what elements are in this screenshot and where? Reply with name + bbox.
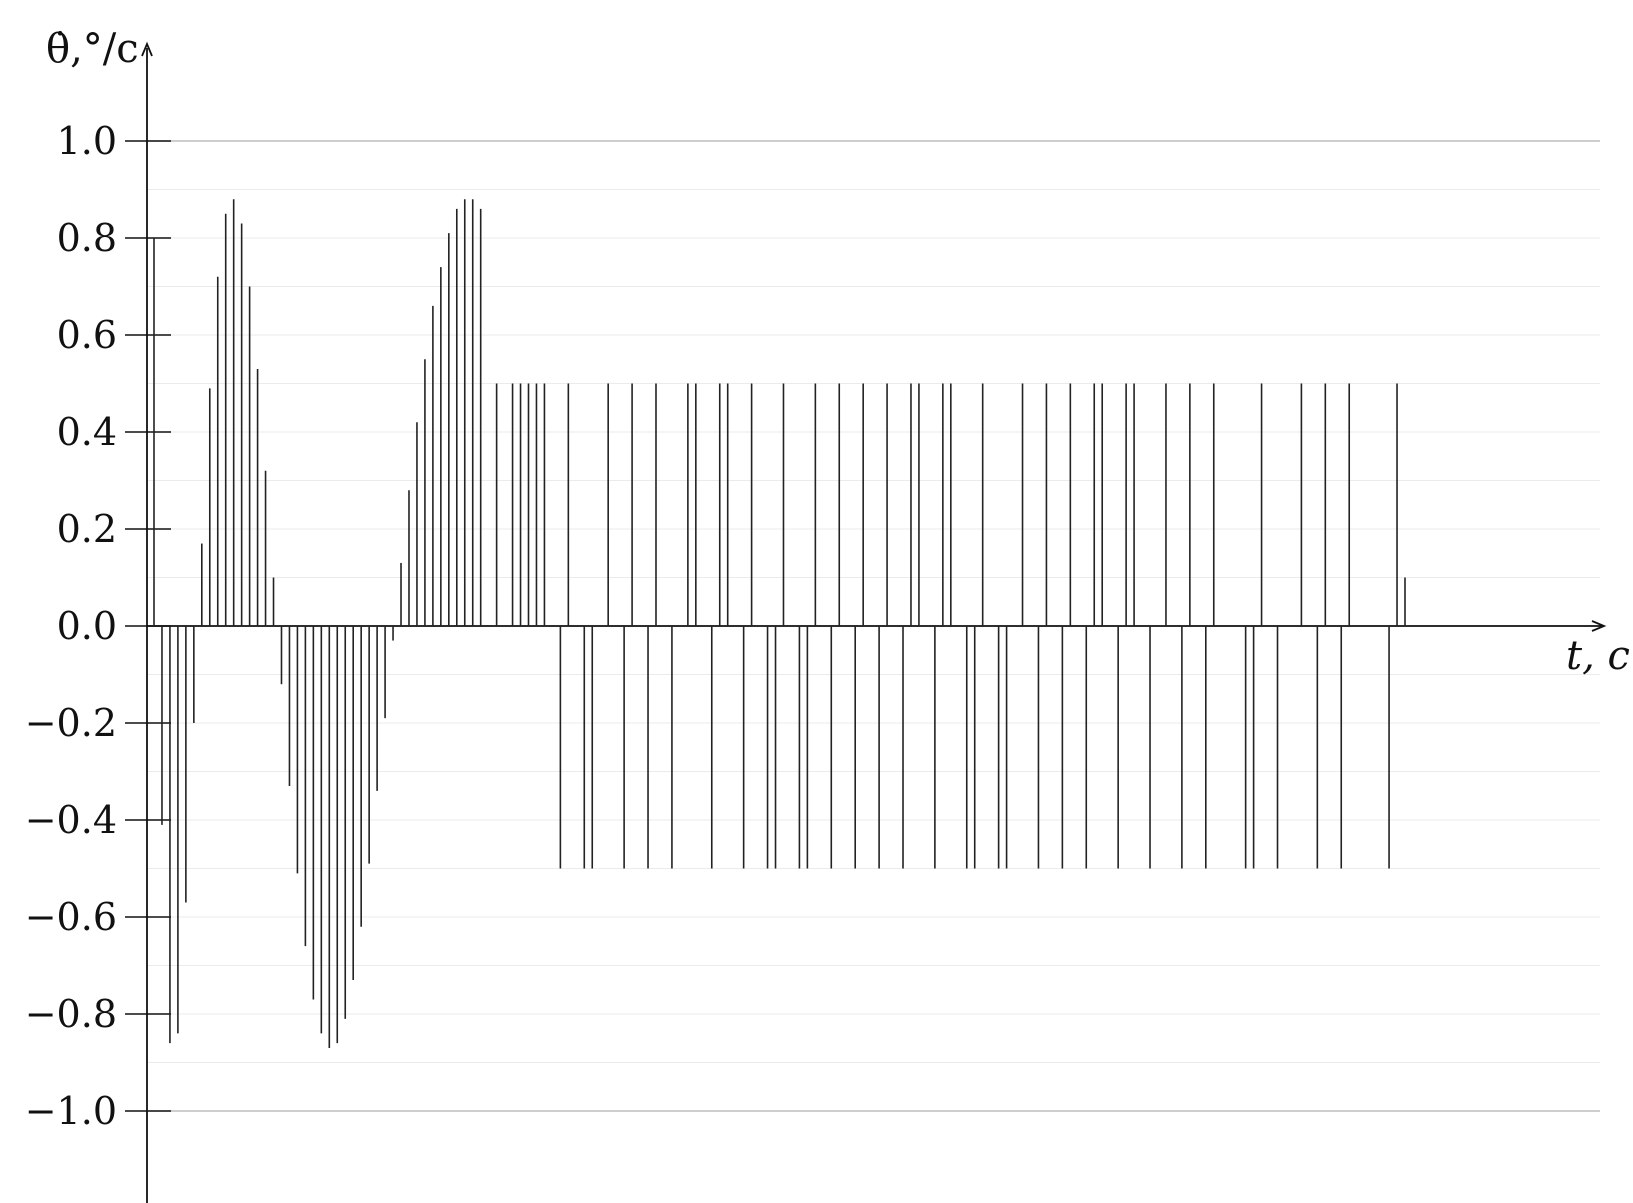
y-tick-label: 0.0 <box>57 604 117 648</box>
x-axis-arrow <box>1591 620 1607 632</box>
y-tick-label: −0.6 <box>25 895 117 939</box>
y-tick-label: −0.8 <box>25 992 117 1036</box>
axes <box>125 41 1607 1203</box>
y-tick-label: 0.2 <box>57 507 117 551</box>
x-axis-label: t, c <box>1566 633 1630 679</box>
y-axis-label: θ̇,°/c <box>46 26 139 72</box>
y-tick-label: 0.4 <box>57 410 117 454</box>
y-tick-label: −0.2 <box>25 701 117 745</box>
y-tick-label: −1.0 <box>25 1089 117 1133</box>
y-tick-label: −0.4 <box>25 798 117 842</box>
grid-lines <box>147 140 1600 1112</box>
y-tick-label: 1.0 <box>57 119 117 163</box>
y-axis-arrow <box>141 41 153 57</box>
data-stems <box>153 199 1406 1048</box>
y-tick-label: 0.6 <box>57 313 117 357</box>
y-tick-label: 0.8 <box>57 216 117 260</box>
tick-labels: −1.0 −0.8 −0.6 −0.4 −0.2 0.0 0.2 0.4 0.6 0.8 1.0 <box>25 119 117 1133</box>
